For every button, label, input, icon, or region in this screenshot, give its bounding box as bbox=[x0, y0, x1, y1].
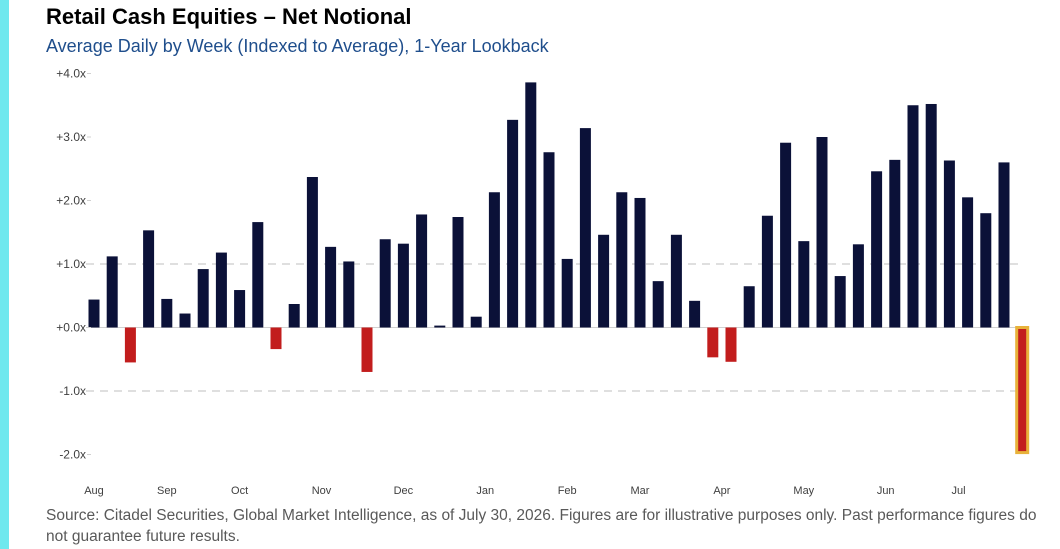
bar bbox=[215, 252, 227, 328]
bar bbox=[598, 234, 610, 328]
bar bbox=[397, 243, 409, 328]
bar bbox=[270, 327, 282, 350]
source-note: Source: Citadel Securities, Global Marke… bbox=[46, 507, 1037, 545]
bar bbox=[525, 82, 537, 328]
x-tick-label: Mar bbox=[631, 485, 650, 497]
x-tick-label: Aug bbox=[84, 485, 104, 497]
bar bbox=[725, 327, 737, 362]
bar bbox=[306, 177, 318, 328]
bar bbox=[834, 276, 846, 328]
x-tick-label: Oct bbox=[231, 485, 248, 497]
bar bbox=[798, 241, 810, 328]
bar bbox=[179, 313, 191, 328]
bar bbox=[452, 217, 464, 328]
y-tick-label: +0.0x bbox=[56, 321, 86, 335]
bar bbox=[962, 197, 974, 328]
bar bbox=[616, 192, 628, 328]
bar bbox=[434, 325, 446, 328]
bar bbox=[379, 239, 391, 328]
x-tick-label: Sep bbox=[157, 485, 177, 497]
bar bbox=[161, 298, 173, 328]
y-tick-label: +4.0x bbox=[56, 67, 86, 81]
bar bbox=[707, 327, 719, 358]
bar bbox=[252, 222, 264, 328]
bar bbox=[816, 137, 828, 328]
bar bbox=[780, 142, 792, 328]
bar bbox=[670, 234, 682, 328]
bar bbox=[871, 171, 883, 328]
bar bbox=[579, 128, 591, 328]
chart-title: Retail Cash Equities – Net Notional bbox=[46, 4, 412, 29]
x-tick-label: Dec bbox=[394, 485, 414, 497]
y-tick-label: -1.0x bbox=[59, 384, 86, 398]
chart-subtitle: Average Daily by Week (Indexed to Averag… bbox=[46, 36, 549, 56]
bar bbox=[634, 197, 646, 328]
y-tick-label: +3.0x bbox=[56, 130, 86, 144]
bar bbox=[325, 246, 337, 328]
x-tick-label: Nov bbox=[312, 485, 332, 497]
bar bbox=[197, 269, 209, 328]
bar bbox=[416, 214, 428, 328]
bar bbox=[652, 281, 664, 328]
bar bbox=[143, 230, 155, 328]
bar bbox=[507, 119, 519, 328]
bar bbox=[343, 261, 355, 328]
bar bbox=[234, 290, 246, 328]
y-tick-label: -2.0x bbox=[59, 448, 86, 462]
bars bbox=[88, 82, 1030, 455]
y-tick-label: +2.0x bbox=[56, 194, 86, 208]
bar bbox=[998, 162, 1010, 328]
bar bbox=[743, 286, 755, 328]
x-tick-label: Jan bbox=[476, 485, 494, 497]
x-axis-ticks: Aug Sep Oct Nov Dec Jan Feb Mar Apr May Jun Jul bbox=[84, 485, 965, 497]
bar bbox=[470, 316, 482, 328]
bar bbox=[288, 304, 300, 328]
x-tick-label: Apr bbox=[713, 485, 730, 497]
accent-bar bbox=[0, 0, 9, 549]
bar bbox=[488, 192, 500, 328]
bar bbox=[88, 299, 100, 328]
x-tick-label: Jul bbox=[951, 485, 965, 497]
bar bbox=[124, 327, 136, 363]
bar bbox=[925, 103, 937, 328]
y-axis-ticks: +4.0x +3.0x +2.0x +1.0x +0.0x -1.0x -2.0x bbox=[56, 67, 91, 462]
bar bbox=[689, 300, 701, 328]
bar bbox=[106, 256, 118, 328]
highlighted-bar bbox=[1015, 326, 1030, 455]
bar bbox=[889, 159, 901, 328]
bar bbox=[980, 213, 992, 328]
bar bbox=[852, 244, 864, 328]
bar bbox=[761, 215, 773, 328]
bar bbox=[543, 152, 555, 328]
bar bbox=[907, 105, 919, 328]
x-tick-label: May bbox=[793, 485, 814, 497]
bar bbox=[943, 160, 955, 328]
bar bbox=[561, 258, 573, 328]
y-tick-label: +1.0x bbox=[56, 257, 86, 271]
bar bbox=[361, 327, 373, 372]
x-tick-label: Jun bbox=[877, 485, 895, 497]
x-tick-label: Feb bbox=[558, 485, 577, 497]
